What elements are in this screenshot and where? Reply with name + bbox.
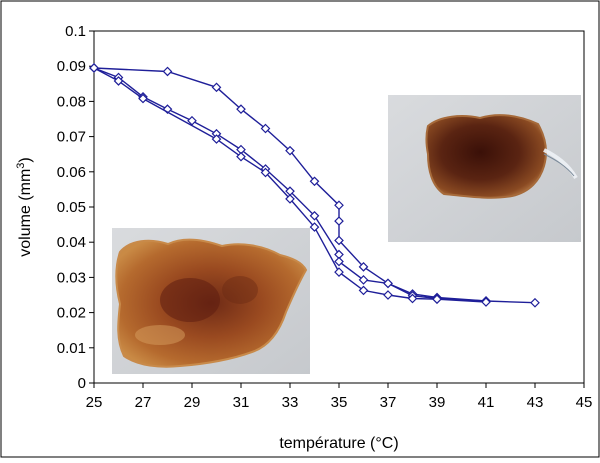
series-layer (89, 63, 540, 308)
series-2-point (358, 275, 369, 285)
series-3-point (285, 194, 295, 204)
x-tick-label: 41 (478, 394, 495, 411)
x-tick-label: 31 (233, 394, 250, 411)
swollen-gel-photo (112, 228, 310, 374)
series-3-point (432, 294, 442, 305)
series-3-point (334, 267, 344, 277)
y-tick-label: 0.05 (57, 199, 86, 216)
x-tick-label: 45 (576, 394, 593, 411)
y-axis: 0 0.01 0.02 0.03 0.04 0.05 0.06 0.07 0.08 0.09 0.1 (57, 23, 94, 392)
series-2-point (309, 210, 320, 221)
y-tick-label: 0.08 (57, 93, 86, 110)
x-tick-label: 29 (184, 394, 201, 411)
y-tick-label: 0.06 (57, 164, 86, 181)
series-3-point (89, 63, 99, 73)
series-1-point (358, 261, 369, 272)
series-1-point (211, 82, 222, 93)
series-1-point (334, 216, 344, 226)
y-tick-label: 0.1 (65, 23, 86, 40)
x-tick-label: 39 (429, 394, 446, 411)
x-tick-label: 35 (331, 394, 348, 411)
y-tick-label: 0.03 (57, 269, 86, 286)
y-axis-label: volume (mm3) (15, 157, 34, 256)
series-3-point (383, 290, 393, 300)
series-3-point (358, 285, 369, 296)
x-tick-label: 43 (527, 394, 544, 411)
x-tick-label: 33 (282, 394, 299, 411)
series-1-point (309, 176, 320, 187)
series-1-point (162, 66, 173, 77)
collapsed-gel-photo (388, 95, 581, 242)
series-3-point (138, 93, 148, 104)
series-3-point (211, 134, 222, 144)
series-3-point (407, 293, 418, 304)
series-2-point (383, 278, 393, 289)
series-1-line (93, 67, 536, 304)
x-tick-label: 37 (380, 394, 397, 411)
y-tick-label: 0.07 (57, 129, 86, 146)
series-3-point (113, 76, 124, 86)
series-1-point (236, 104, 246, 114)
series-3-point (236, 151, 246, 162)
y-tick-label: 0.04 (57, 234, 86, 251)
series-1-point (530, 297, 540, 308)
x-axis-label: température (°C) (279, 435, 398, 452)
x-tick-label: 25 (86, 394, 103, 411)
series-2-point (187, 115, 197, 126)
x-axis: 25 27 29 31 33 35 37 39 41 43 45 (86, 383, 593, 411)
y-tick-label: 0 (78, 375, 86, 392)
y-tick-label: 0.02 (57, 305, 86, 322)
series-3-point (481, 297, 491, 307)
y-tick-label: 0.01 (57, 340, 86, 357)
series-1-point (334, 235, 344, 246)
series-3-point (260, 167, 271, 178)
series-1-point (285, 145, 295, 156)
y-tick-label: 0.09 (57, 58, 86, 75)
series-1-point (260, 123, 271, 134)
series-2-point (334, 256, 344, 267)
x-tick-label: 27 (135, 394, 152, 411)
series-1-point (334, 200, 344, 211)
series-3-point (309, 222, 320, 232)
y-axis-title: volume (mm3) (15, 157, 34, 256)
